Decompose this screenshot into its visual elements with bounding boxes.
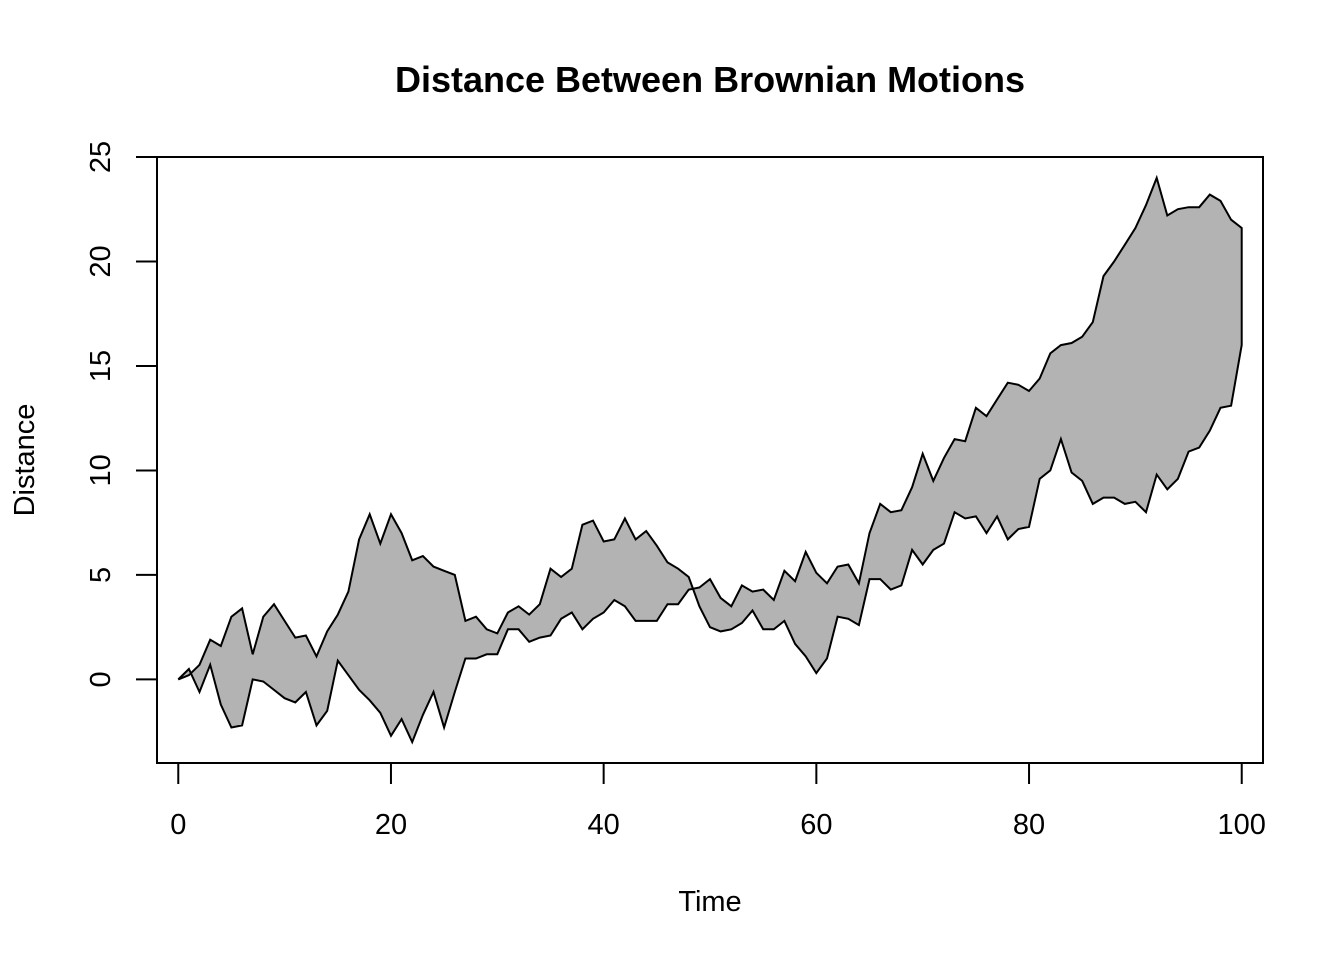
x-tick-label: 0 (170, 809, 186, 841)
y-tick-label: 20 (85, 245, 117, 277)
x-tick-label: 100 (1218, 809, 1266, 841)
x-tick-label: 20 (375, 809, 407, 841)
y-axis-label: Distance (9, 404, 41, 517)
y-tick-label: 0 (85, 671, 117, 687)
y-tick-label: 15 (85, 350, 117, 382)
y-tick-label: 10 (85, 454, 117, 486)
chart-title: Distance Between Brownian Motions (395, 59, 1025, 100)
x-axis: 0 20 40 60 80 100 (170, 762, 1266, 841)
x-axis-label: Time (678, 886, 741, 918)
y-tick-label: 5 (85, 567, 117, 583)
x-tick-label: 60 (800, 809, 832, 841)
x-tick-label: 40 (588, 809, 620, 841)
y-axis: 0 5 10 15 20 25 (85, 141, 158, 687)
band-layer (177, 174, 1243, 745)
y-tick-label: 25 (85, 141, 117, 173)
x-tick-label: 80 (1013, 809, 1045, 841)
distance-band (177, 174, 1243, 745)
